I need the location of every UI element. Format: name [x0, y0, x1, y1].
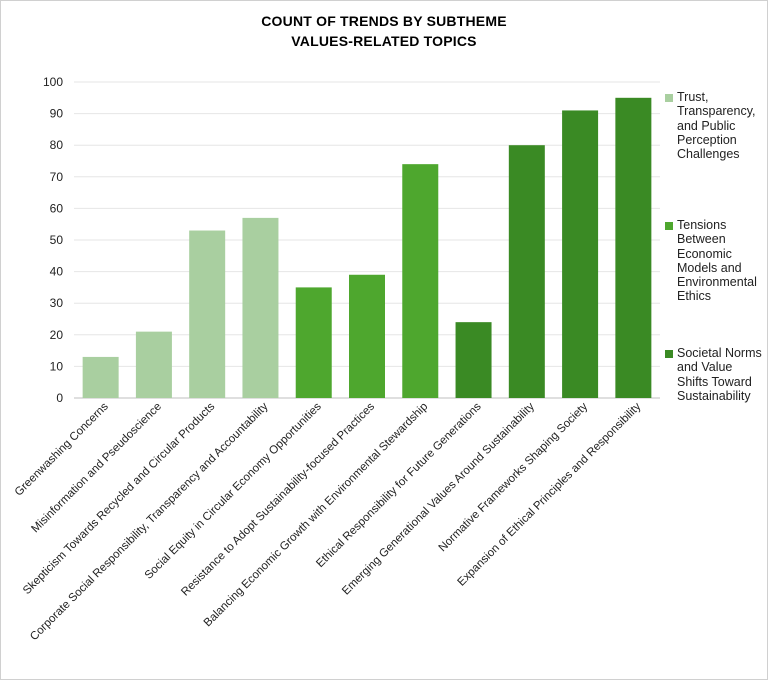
- legend-label-societal: Societal Norms and Value Shifts Toward S…: [677, 346, 762, 403]
- bar: [82, 356, 119, 398]
- x-tick-label: Social Equity in Circular Economy Opport…: [143, 400, 324, 581]
- x-tick-label: Corporate Social Responsibility, Transpa…: [28, 400, 271, 643]
- y-tick-label: 50: [50, 233, 64, 247]
- bar: [562, 110, 599, 398]
- y-tick-label: 10: [50, 359, 64, 373]
- y-tick-label: 30: [50, 296, 64, 310]
- y-tick-label: 0: [56, 391, 63, 405]
- y-tick-label: 20: [50, 328, 64, 342]
- y-tick-label: 100: [43, 75, 63, 89]
- bar: [242, 217, 279, 398]
- bar: [402, 164, 439, 398]
- y-tick-label: 90: [50, 107, 64, 121]
- chart-subtitle: VALUES-RELATED TOPICS: [291, 33, 477, 49]
- y-tick-label: 60: [50, 201, 64, 215]
- bar: [349, 274, 385, 398]
- bar: [189, 230, 226, 398]
- legend-label-tensions: Tensions Between Economic Models and Env…: [677, 218, 757, 304]
- x-tick-label: Expansion of Ethical Principles and Resp…: [456, 400, 644, 588]
- x-tick-label: Greenwashing Concerns: [13, 400, 111, 498]
- x-tick-label: Skepticism Towards Recycled and Circular…: [21, 400, 218, 597]
- x-tick-label: Emerging Generational Values Around Sust…: [340, 400, 537, 597]
- bar: [508, 145, 545, 398]
- legend-label-trust: Trust, Transparency, and Public Percepti…: [677, 90, 756, 162]
- chart-title: COUNT OF TRENDS BY SUBTHEME: [261, 13, 507, 29]
- y-tick-label: 40: [50, 265, 64, 279]
- legend-swatch-trust: [665, 94, 673, 102]
- bar: [615, 97, 652, 399]
- y-tick-label: 70: [50, 170, 64, 184]
- x-tick-label: Resistance to Adopt Sustainability-focus…: [179, 400, 377, 598]
- y-tick-label: 80: [50, 138, 64, 152]
- bar: [455, 322, 492, 398]
- legend-swatch-societal: [665, 350, 673, 358]
- legend-swatch-tensions: [665, 222, 673, 230]
- bar: [135, 331, 172, 398]
- bar: [295, 287, 332, 398]
